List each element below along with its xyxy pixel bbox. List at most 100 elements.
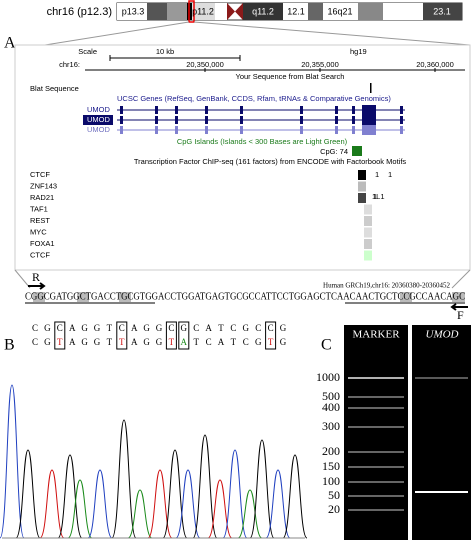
panel-label: C [321, 337, 332, 354]
trace-peak [265, 469, 291, 539]
exon [335, 126, 338, 134]
exon [362, 125, 376, 135]
primer-f: F [457, 308, 464, 322]
sequence-block: R Human GRCh19,chr16: 20360380-20360452 … [14, 269, 471, 322]
base-call: A [218, 337, 225, 347]
trace-peak [67, 479, 93, 539]
base-call: C [255, 323, 261, 333]
ladder-label: 20 [328, 502, 340, 516]
exon [205, 106, 208, 114]
blat-track: Blat Sequence [30, 84, 79, 93]
trace-peak [147, 469, 173, 539]
base-box [165, 321, 177, 350]
base-call: C [206, 337, 212, 347]
trace-peak [222, 449, 248, 539]
chromosome-label: chr16 (p12.3) [47, 6, 112, 18]
tf-score: 1L1 [372, 192, 385, 201]
band-label: 16q21 [327, 6, 352, 16]
exon [362, 105, 376, 115]
ladder-label: 200 [322, 444, 340, 458]
gene-label: UMOD [87, 105, 110, 114]
genes-title: UCSC Genes (RefSeq, GenBank, CCDS, Rfam,… [117, 94, 391, 103]
base-call: C [193, 323, 199, 333]
base-call: G [255, 337, 262, 347]
base-box [265, 321, 277, 350]
factor-label: FOXA1 [30, 239, 55, 248]
exon [175, 116, 178, 124]
base-call: C [168, 323, 174, 333]
trace-peak [0, 384, 25, 539]
base-call: G [181, 323, 188, 333]
base-call: C [268, 323, 274, 333]
exon [300, 116, 303, 124]
exon [240, 106, 243, 114]
exon [352, 116, 355, 124]
gel-lane [344, 325, 408, 540]
sequence: CGGCGATGGCTGACCTGCGTGGACCTGGATGAGTGCGCCA… [25, 291, 465, 302]
position-label: 20,350,000 [186, 60, 224, 69]
tf-score: 1 [375, 170, 379, 179]
exon [352, 126, 355, 134]
factor-peak [364, 250, 372, 261]
band-label: 12.1 [287, 6, 305, 16]
genome-browser: Scale 10 kb hg19 chr16: Your Sequence fr… [14, 44, 471, 271]
scale-value: 10 kb [156, 47, 174, 56]
factor-peak [364, 227, 372, 238]
trace-peak [162, 449, 188, 539]
tf-score: 1 [373, 192, 377, 201]
base-call: T [169, 337, 175, 347]
ladder-label: 50 [328, 488, 340, 502]
ladder-label: 1000 [316, 370, 340, 384]
gene-label: UMOD [87, 125, 110, 134]
trace-peak [15, 449, 41, 539]
trace-peak [111, 419, 137, 539]
base-call: T [193, 337, 199, 347]
base-call: G [81, 337, 88, 347]
position-label: 20,355,000 [301, 60, 339, 69]
factor-label: ZNF143 [30, 181, 57, 190]
gel-lane [412, 325, 471, 540]
base-call: C [119, 323, 125, 333]
base-call: G [280, 323, 287, 333]
base-call: C [243, 337, 249, 347]
ladder-label: 300 [322, 419, 340, 433]
band-label: p13.3 [122, 6, 145, 16]
base-call: G [81, 323, 88, 333]
position-label: 20,360,000 [416, 60, 454, 69]
base-call: G [44, 323, 51, 333]
exon [240, 116, 243, 124]
base-call: G [156, 323, 163, 333]
trace-peak [282, 454, 308, 539]
exon [120, 106, 123, 114]
base-box [178, 321, 190, 350]
base-call: G [44, 337, 51, 347]
factor-label: CTCF [30, 170, 50, 179]
tf-title: Transcription Factor ChIP-seq (161 facto… [134, 157, 407, 166]
panel-label: B [4, 337, 15, 354]
exon [155, 106, 158, 114]
base-call: A [205, 323, 212, 333]
trace-peak [39, 469, 65, 539]
trace-peak [237, 489, 263, 539]
exon [240, 126, 243, 134]
factor-peak [364, 239, 372, 249]
factor-label: CTCF [30, 250, 50, 259]
base-call: A [131, 323, 138, 333]
exon [300, 106, 303, 114]
exon [400, 126, 403, 134]
exon [300, 126, 303, 134]
base-call: T [119, 337, 125, 347]
base-box [116, 321, 128, 350]
base-call: G [243, 323, 250, 333]
base-call: G [156, 337, 163, 347]
ladder-label: 100 [322, 474, 340, 488]
cpg-title: CpG Islands (Islands < 300 Bases are Lig… [177, 137, 348, 146]
primer-r: R [32, 270, 40, 284]
base-call: A [131, 337, 138, 347]
base-call: T [268, 337, 274, 347]
trace-peak [57, 454, 83, 539]
ladder-label: 500 [322, 389, 340, 403]
exon [352, 106, 355, 114]
base-call: G [94, 337, 101, 347]
band-label: q11.2 [252, 6, 274, 16]
